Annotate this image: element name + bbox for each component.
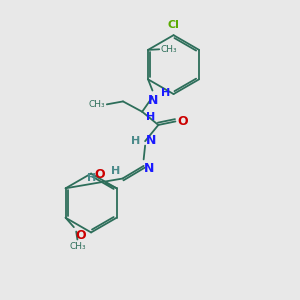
Text: N: N bbox=[148, 94, 158, 107]
Text: H: H bbox=[131, 136, 141, 146]
Text: CH₃: CH₃ bbox=[89, 100, 105, 109]
Text: O: O bbox=[94, 168, 105, 181]
Text: Cl: Cl bbox=[168, 20, 179, 30]
Text: H: H bbox=[111, 166, 121, 176]
Text: CH₃: CH₃ bbox=[70, 242, 86, 251]
Text: N: N bbox=[144, 162, 154, 175]
Text: O: O bbox=[178, 115, 188, 128]
Text: H: H bbox=[87, 173, 97, 183]
Text: H: H bbox=[161, 88, 170, 98]
Text: O: O bbox=[75, 229, 86, 242]
Text: N: N bbox=[146, 134, 156, 147]
Text: CH₃: CH₃ bbox=[160, 45, 177, 54]
Text: H: H bbox=[146, 112, 155, 122]
